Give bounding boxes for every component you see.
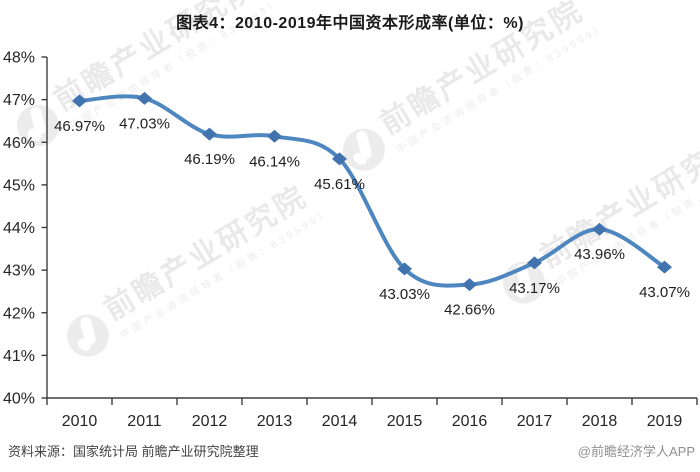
data-point-marker [592,222,607,236]
data-point-label: 43.96% [574,246,625,263]
x-tick-label: 2016 [452,413,488,430]
data-point-label: 47.03% [119,115,170,132]
y-tick-label: 44% [3,220,35,237]
x-tick-label: 2018 [582,413,618,430]
data-point-marker [332,152,347,166]
chart-footer: 资料来源：国家统计局 前瞻产业研究院整理 @前瞻经济学人APP [8,441,695,460]
y-tick-label: 45% [3,177,35,194]
data-point-marker [267,129,282,143]
y-tick-label: 40% [3,391,35,408]
data-point-label: 46.14% [249,153,300,170]
y-tick-label: 46% [3,135,35,152]
data-point-marker [527,256,542,270]
x-tick-label: 2010 [62,413,98,430]
y-tick-label: 41% [3,348,35,365]
data-point-label: 46.19% [184,151,235,168]
x-tick-label: 2014 [322,413,358,430]
app-credit: @前瞻经济学人APP [577,444,695,459]
chart-title: 图表4：2010-2019年中国资本形成率(单位：%) [176,15,524,32]
y-tick-label: 42% [3,305,35,322]
data-point-label: 43.03% [379,286,430,303]
data-point-marker [462,278,477,292]
data-point-label: 46.97% [54,118,105,135]
data-point-label: 43.07% [639,284,690,301]
y-tick-label: 43% [3,263,35,280]
x-tick-label: 2011 [127,413,162,430]
y-tick-label: 47% [3,92,35,109]
data-point-label: 42.66% [444,302,495,319]
data-point-label: 43.17% [509,280,560,297]
source-note: 资料来源：国家统计局 前瞻产业研究院整理 [8,444,259,459]
series-line [77,94,667,288]
data-point-marker [657,260,672,274]
data-point-marker [137,91,152,105]
x-tick-label: 2019 [647,413,683,430]
y-tick-label: 48% [3,50,35,67]
data-point-label: 45.61% [314,176,365,193]
x-tick-label: 2013 [257,413,293,430]
data-point-marker [202,127,217,141]
x-tick-label: 2017 [517,413,553,430]
data-point-marker [397,262,412,276]
x-tick-label: 2012 [192,413,228,430]
x-tick-label: 2015 [387,413,423,430]
data-point-marker [72,94,87,108]
